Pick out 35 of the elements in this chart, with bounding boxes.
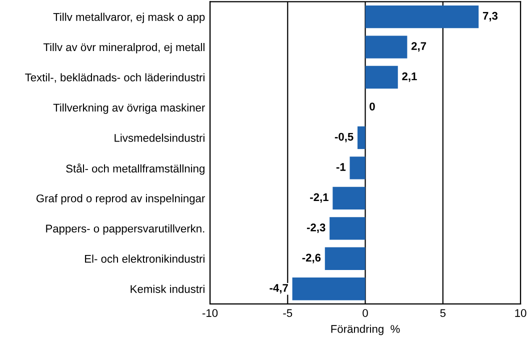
x-tick-label: -10: [202, 309, 218, 317]
y-tick-label: Textil-, beklädnads- och läderindustri: [25, 73, 204, 83]
data-label: -2,3: [306, 224, 326, 233]
bar: [365, 5, 479, 28]
bar: [365, 66, 398, 89]
y-tick-label: Tillv av övr mineralprod, ej metall: [43, 43, 204, 54]
data-label: 2,1: [402, 72, 417, 82]
x-tick-label: 0: [362, 309, 368, 317]
y-tick-label: Tillv metallvaror, ej mask o app: [53, 12, 205, 24]
bar: [292, 278, 366, 300]
bar: [365, 36, 408, 58]
data-label: 7,3: [482, 12, 498, 22]
bar: [350, 156, 366, 180]
y-tick-label: Pappers- o pappersvarutillverkn.: [46, 224, 204, 235]
data-label: 0: [370, 102, 375, 110]
y-tick-label: Kemisk industri: [130, 284, 204, 293]
x-tick-label: -5: [283, 309, 292, 317]
bar: [332, 186, 366, 210]
y-tick-label: Livsmedelsindustri: [114, 134, 204, 142]
data-label: -2,1: [310, 193, 328, 203]
bar: [358, 126, 366, 150]
data-label: 2,7: [411, 42, 426, 52]
x-axis-title: Förändring %: [331, 324, 400, 336]
x-tick-label: 5: [440, 309, 446, 317]
x-tick-label: 10: [515, 309, 526, 317]
y-tick-label: El- och elektronikindustri: [85, 254, 204, 263]
y-tick-label: Stål- och metallframställning: [66, 163, 204, 175]
data-label: -2,6: [302, 254, 321, 264]
y-tick-label: Graf prod o reprod av inspelningar: [36, 194, 205, 205]
data-label: -1: [336, 163, 346, 171]
bar: [324, 247, 366, 270]
data-label: -0,5: [334, 132, 354, 142]
bar: [330, 217, 366, 240]
y-tick-label: Tillverkning av övriga maskiner: [53, 103, 205, 114]
data-label: -4,7: [270, 284, 288, 294]
